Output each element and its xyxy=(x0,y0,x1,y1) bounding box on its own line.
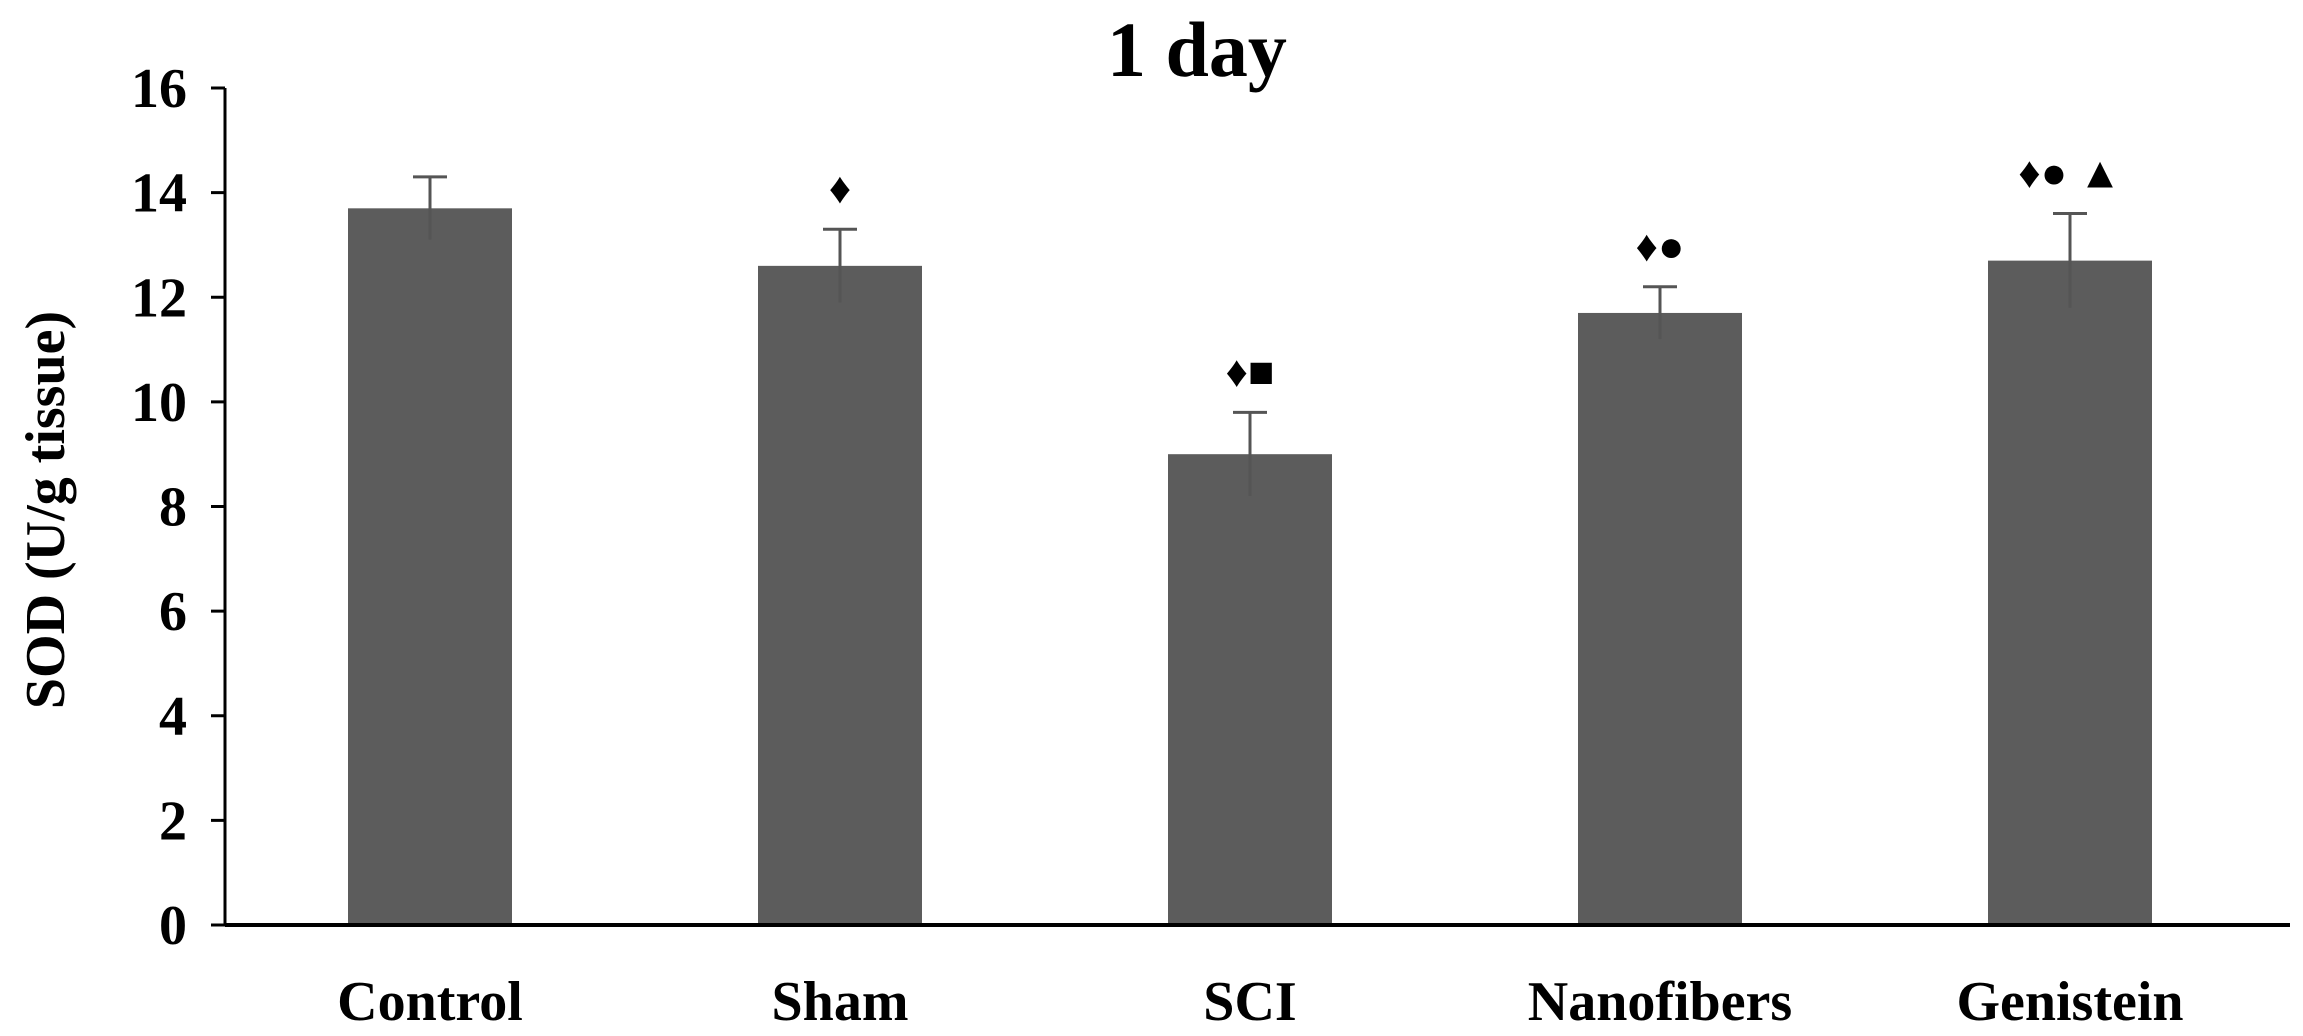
y-tick-label: 12 xyxy=(131,267,187,329)
y-axis-label: SOD (U/g tissue) xyxy=(15,311,77,709)
chart-title: 1 day xyxy=(1107,6,1287,93)
y-tick-label: 10 xyxy=(131,372,187,434)
x-category-label: Genistein xyxy=(1956,971,2183,1033)
plot-area: 0 2 4 6 8 10 12 14 16 Control Sham ♦ SCI ♦■ Nanofibers… xyxy=(131,58,2290,1033)
significance-marker: ♦● ▲ xyxy=(2018,149,2122,198)
y-tick-label: 4 xyxy=(159,686,187,748)
x-category-label: Nanofibers xyxy=(1528,971,1792,1033)
bar xyxy=(758,265,922,925)
x-category-label: Control xyxy=(337,971,523,1033)
bar xyxy=(1988,260,2152,926)
y-tick-label: 2 xyxy=(159,790,187,852)
y-tick-label: 0 xyxy=(159,895,187,957)
bar xyxy=(348,208,512,926)
x-category-label: SCI xyxy=(1203,971,1296,1033)
bar xyxy=(1168,454,1332,925)
significance-marker: ♦● xyxy=(1635,222,1684,271)
bar xyxy=(1578,312,1742,926)
y-tick-label: 6 xyxy=(159,581,187,643)
x-category-label: Sham xyxy=(772,971,909,1033)
y-tick-label: 16 xyxy=(131,58,187,120)
significance-marker: ♦ xyxy=(829,164,851,213)
y-tick-label: 14 xyxy=(131,163,187,225)
y-tick-label: 8 xyxy=(159,477,187,539)
significance-marker: ♦■ xyxy=(1225,347,1274,396)
